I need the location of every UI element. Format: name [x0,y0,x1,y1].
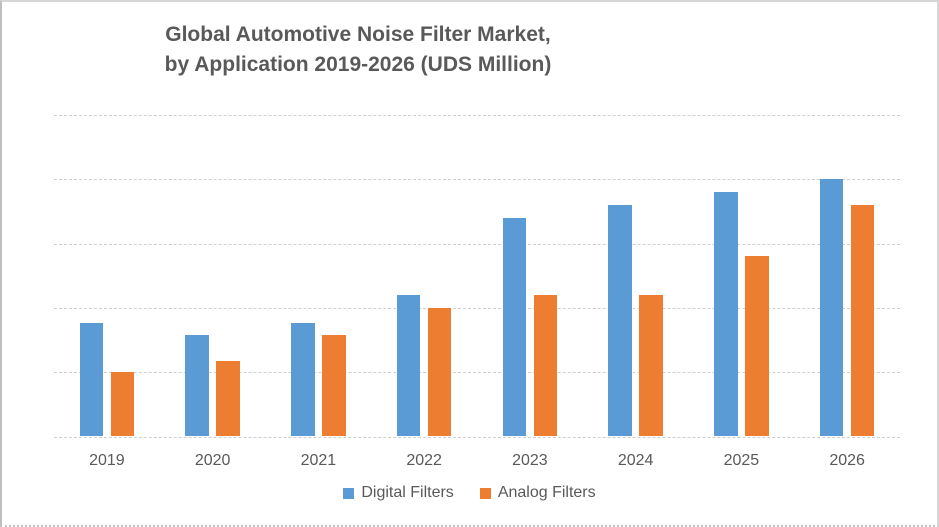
legend-label-analog-filters: Analog Filters [497,484,596,501]
analog-filters-bar-2023 [533,295,558,437]
legend-swatch-digital-filters-icon [343,487,355,499]
gridline [54,307,900,309]
digital-filters-bar-2026 [819,179,844,437]
chart-title: Global Automotive Noise Filter Market, b… [165,20,552,80]
x-axis-label-2025: 2025 [723,452,760,469]
gridline [54,115,900,116]
digital-filters-bar-2024 [608,205,632,437]
x-axis-label-2024: 2024 [617,452,654,469]
gridline [54,243,900,245]
analog-filters-bar-2020 [216,360,240,437]
analog-filters-bar-2021 [322,334,346,437]
digital-filters-bar-2019 [79,322,104,437]
legend-item-digital-filters: Digital Filters [343,484,454,501]
digital-filters-bar-2025 [714,192,738,437]
analog-filters-bar-2025 [745,256,769,437]
legend: Digital Filters Analog Filters [2,485,937,501]
x-axis-label-2019: 2019 [89,452,125,469]
analog-filters-bar-2024 [639,295,663,437]
legend-item-analog-filters: Analog Filters [479,484,596,501]
analog-filters-bar-2022 [427,307,452,437]
digital-filters-bar-2023 [502,217,527,437]
x-axis-label-2023: 2023 [512,452,548,469]
chart-title-line2: by Application 2019-2026 (UDS Million) [164,53,552,76]
digital-filters-bar-2021 [291,322,315,437]
x-axis-label-2021: 2021 [300,452,337,469]
digital-filters-bar-2020 [185,334,209,437]
gridline [54,372,900,374]
chart-title-line1: Global Automotive Noise Filter Market, [165,23,551,46]
analog-filters-bar-2026 [850,205,875,437]
x-axis-line [54,436,900,438]
x-axis-label-2022: 2022 [406,452,442,469]
analog-filters-bar-2019 [110,372,135,437]
x-axis-label-2020: 2020 [194,452,231,469]
digital-filters-bar-2022 [396,295,421,437]
gridline [54,179,900,181]
legend-label-digital-filters: Digital Filters [361,484,454,501]
x-axis-label-2026: 2026 [829,452,865,469]
legend-swatch-analog-filters-icon [479,487,491,499]
